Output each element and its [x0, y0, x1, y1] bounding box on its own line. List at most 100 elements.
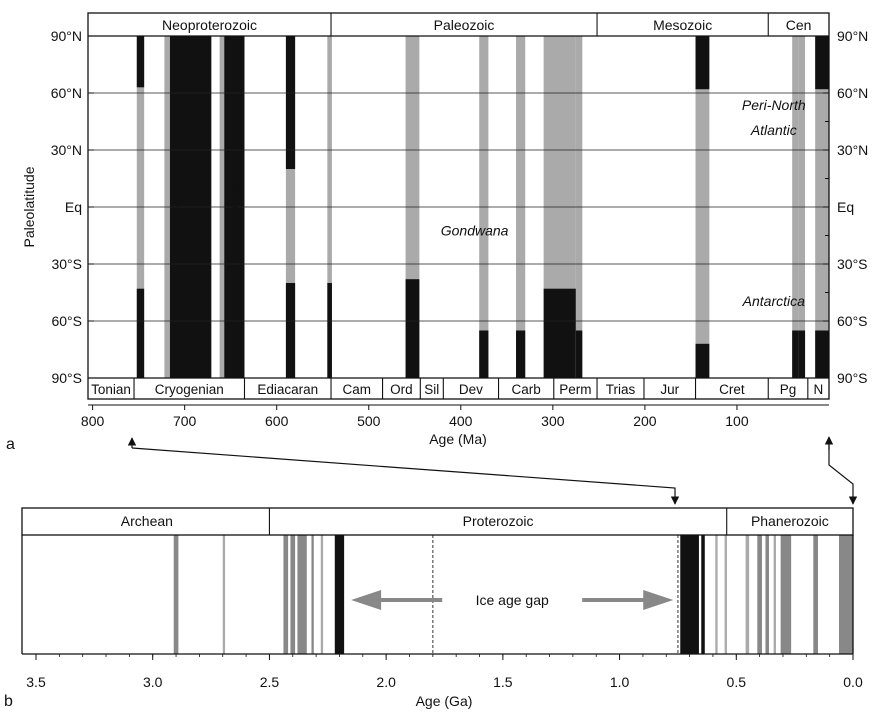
y-tick-label-right: 60°N: [837, 85, 868, 101]
age-tick-label: 3.5: [26, 674, 46, 690]
ice-age-gap-arrow: Ice age gap: [351, 590, 674, 610]
panel-a-border: [87, 12, 830, 400]
annotation-label: Marinoan: [227, 178, 243, 237]
period-label: Tonian: [91, 382, 131, 397]
period-label: Perm: [559, 382, 591, 397]
y-tick-label-left: 60°S: [51, 313, 82, 329]
panel-a-y-axis-title: Paleolatitude: [21, 166, 37, 247]
glaciation-bar: [680, 535, 699, 654]
glaciation-black-bar: [516, 330, 526, 378]
annotation-label: Sturtian: [172, 183, 188, 231]
glaciation-black-bar: [285, 283, 296, 378]
y-tick-label-right: 30°N: [837, 142, 868, 158]
glaciation-black-bar: [543, 288, 576, 378]
glaciation-black-bar: [798, 330, 806, 378]
period-label: Trias: [606, 382, 636, 397]
glaciation-bar: [173, 535, 179, 654]
age-tick-label: 3.0: [143, 674, 163, 690]
glaciation-black-bar: [285, 36, 296, 169]
period-label: Ord: [390, 382, 413, 397]
glaciation-bar: [757, 535, 762, 654]
period-label: Cam: [343, 382, 372, 397]
eon-label: Archean: [121, 513, 173, 529]
era-label: Mesozoic: [653, 17, 712, 33]
gap-arrow-label: Ice age gap: [476, 592, 549, 608]
age-tick-label: 800: [81, 413, 105, 429]
age-tick-label: 2.0: [376, 674, 396, 690]
panel-b-eon-row: Archean Proterozoic Phanerozoic: [121, 508, 829, 535]
panel-b-chart: Archean Proterozoic Phanerozoic 3.5 3.0 2.5 2…: [4, 507, 863, 710]
age-tick-label: 0.5: [727, 674, 747, 690]
age-tick-label: 700: [173, 413, 197, 429]
y-tick-label-left: 60°N: [51, 85, 82, 101]
glaciation-bar: [283, 535, 289, 654]
panel-b-age-ticks: 3.5 3.0 2.5 2.0 1.5 1.0 0.5 0.0: [26, 654, 863, 690]
period-label: Pg: [780, 382, 797, 397]
glaciation-black-bar: [136, 36, 145, 88]
period-label: Sil: [424, 382, 439, 397]
panel-a-latitude-grid: [88, 92, 829, 322]
glaciation-bar: [701, 535, 705, 654]
glaciation-bar: [724, 535, 727, 654]
glaciation-black-bar: [815, 330, 829, 378]
age-tick-label: 0.0: [843, 674, 863, 690]
annotation-label: Peri-North: [742, 97, 806, 113]
gap-arrow-left-head: [351, 590, 382, 610]
y-tick-label-right: 30°S: [837, 256, 868, 272]
age-tick-label: 100: [725, 413, 749, 429]
glaciation-black-bar: [695, 343, 710, 378]
panel-b-glaciation-bars: [173, 535, 853, 654]
age-tick-label: 400: [449, 413, 473, 429]
eon-row-border: [21, 507, 854, 536]
glaciation-bar: [334, 535, 345, 654]
y-tick-label-right: 60°S: [837, 313, 868, 329]
annotation-label: Atlantic: [750, 122, 797, 138]
age-tick-label: 600: [265, 413, 289, 429]
age-tick-label: 1.0: [610, 674, 630, 690]
panel-b-dotted-lines: [432, 535, 679, 654]
panel-a-annotations: Sturtian Marinoan Gondwana Peri-North Atlant…: [172, 97, 806, 309]
glaciation-black-bar: [327, 283, 332, 378]
era-label: Paleozoic: [434, 17, 495, 33]
age-tick-label: 1.5: [493, 674, 513, 690]
glaciation-bar: [773, 535, 776, 654]
y-tick-label-right: 90°S: [837, 370, 868, 386]
glaciation-black-bar: [575, 330, 583, 378]
age-tick-label: 2.5: [260, 674, 280, 690]
panel-b-frame: [21, 507, 854, 655]
panel-b-label: b: [4, 693, 13, 710]
gap-arrow-right-head: [643, 590, 674, 610]
glaciation-bar: [311, 535, 314, 654]
period-label: Jur: [660, 382, 679, 397]
panel-a-chart: Neoproterozoic Paleozoic Mesozoic Cen Tonia…: [6, 12, 869, 453]
glaciation-bar: [780, 535, 792, 654]
panel-a-age-ticks: 800 700 600 500 400 300 200 100: [81, 404, 829, 429]
age-tick-label: 500: [357, 413, 381, 429]
y-tick-label-right: Eq: [837, 199, 854, 215]
connector-arrow-0ma: [828, 438, 858, 505]
y-tick-label-left: 30°N: [51, 142, 82, 158]
y-tick-label-left: 90°S: [51, 370, 82, 386]
period-label: Cret: [719, 382, 745, 397]
annotation-label: Gondwana: [441, 223, 509, 239]
panel-b-x-axis-title: Age (Ga): [416, 693, 473, 709]
age-tick-label: 200: [633, 413, 657, 429]
period-label: Carb: [512, 382, 541, 397]
panel-a-x-axis-title: Age (Ma): [429, 431, 487, 447]
period-label: Dev: [459, 382, 483, 397]
panel-a-frame: [87, 12, 830, 400]
glaciation-black-bar: [479, 330, 489, 378]
period-label: Cryogenian: [155, 382, 224, 397]
eon-label: Phanerozoic: [751, 513, 829, 529]
y-tick-label-left: 30°S: [51, 256, 82, 272]
glaciation-bar: [297, 535, 307, 654]
glaciation-black-bar: [136, 288, 145, 378]
glaciation-bar: [320, 535, 324, 654]
panel-a-era-row: Neoproterozoic Paleozoic Mesozoic Cen: [162, 13, 811, 36]
glaciation-bar: [222, 535, 226, 654]
glaciation-black-bar: [695, 36, 710, 90]
period-label: Ediacaran: [257, 382, 318, 397]
panel-a-latitude-ticks: 90°N 90°N 60°N 60°N 30°N 30°N Eq Eq 30°S 30°S 60°S…: [51, 28, 869, 386]
glaciation-black-bar: [405, 279, 420, 378]
y-tick-label-left: Eq: [65, 199, 82, 215]
